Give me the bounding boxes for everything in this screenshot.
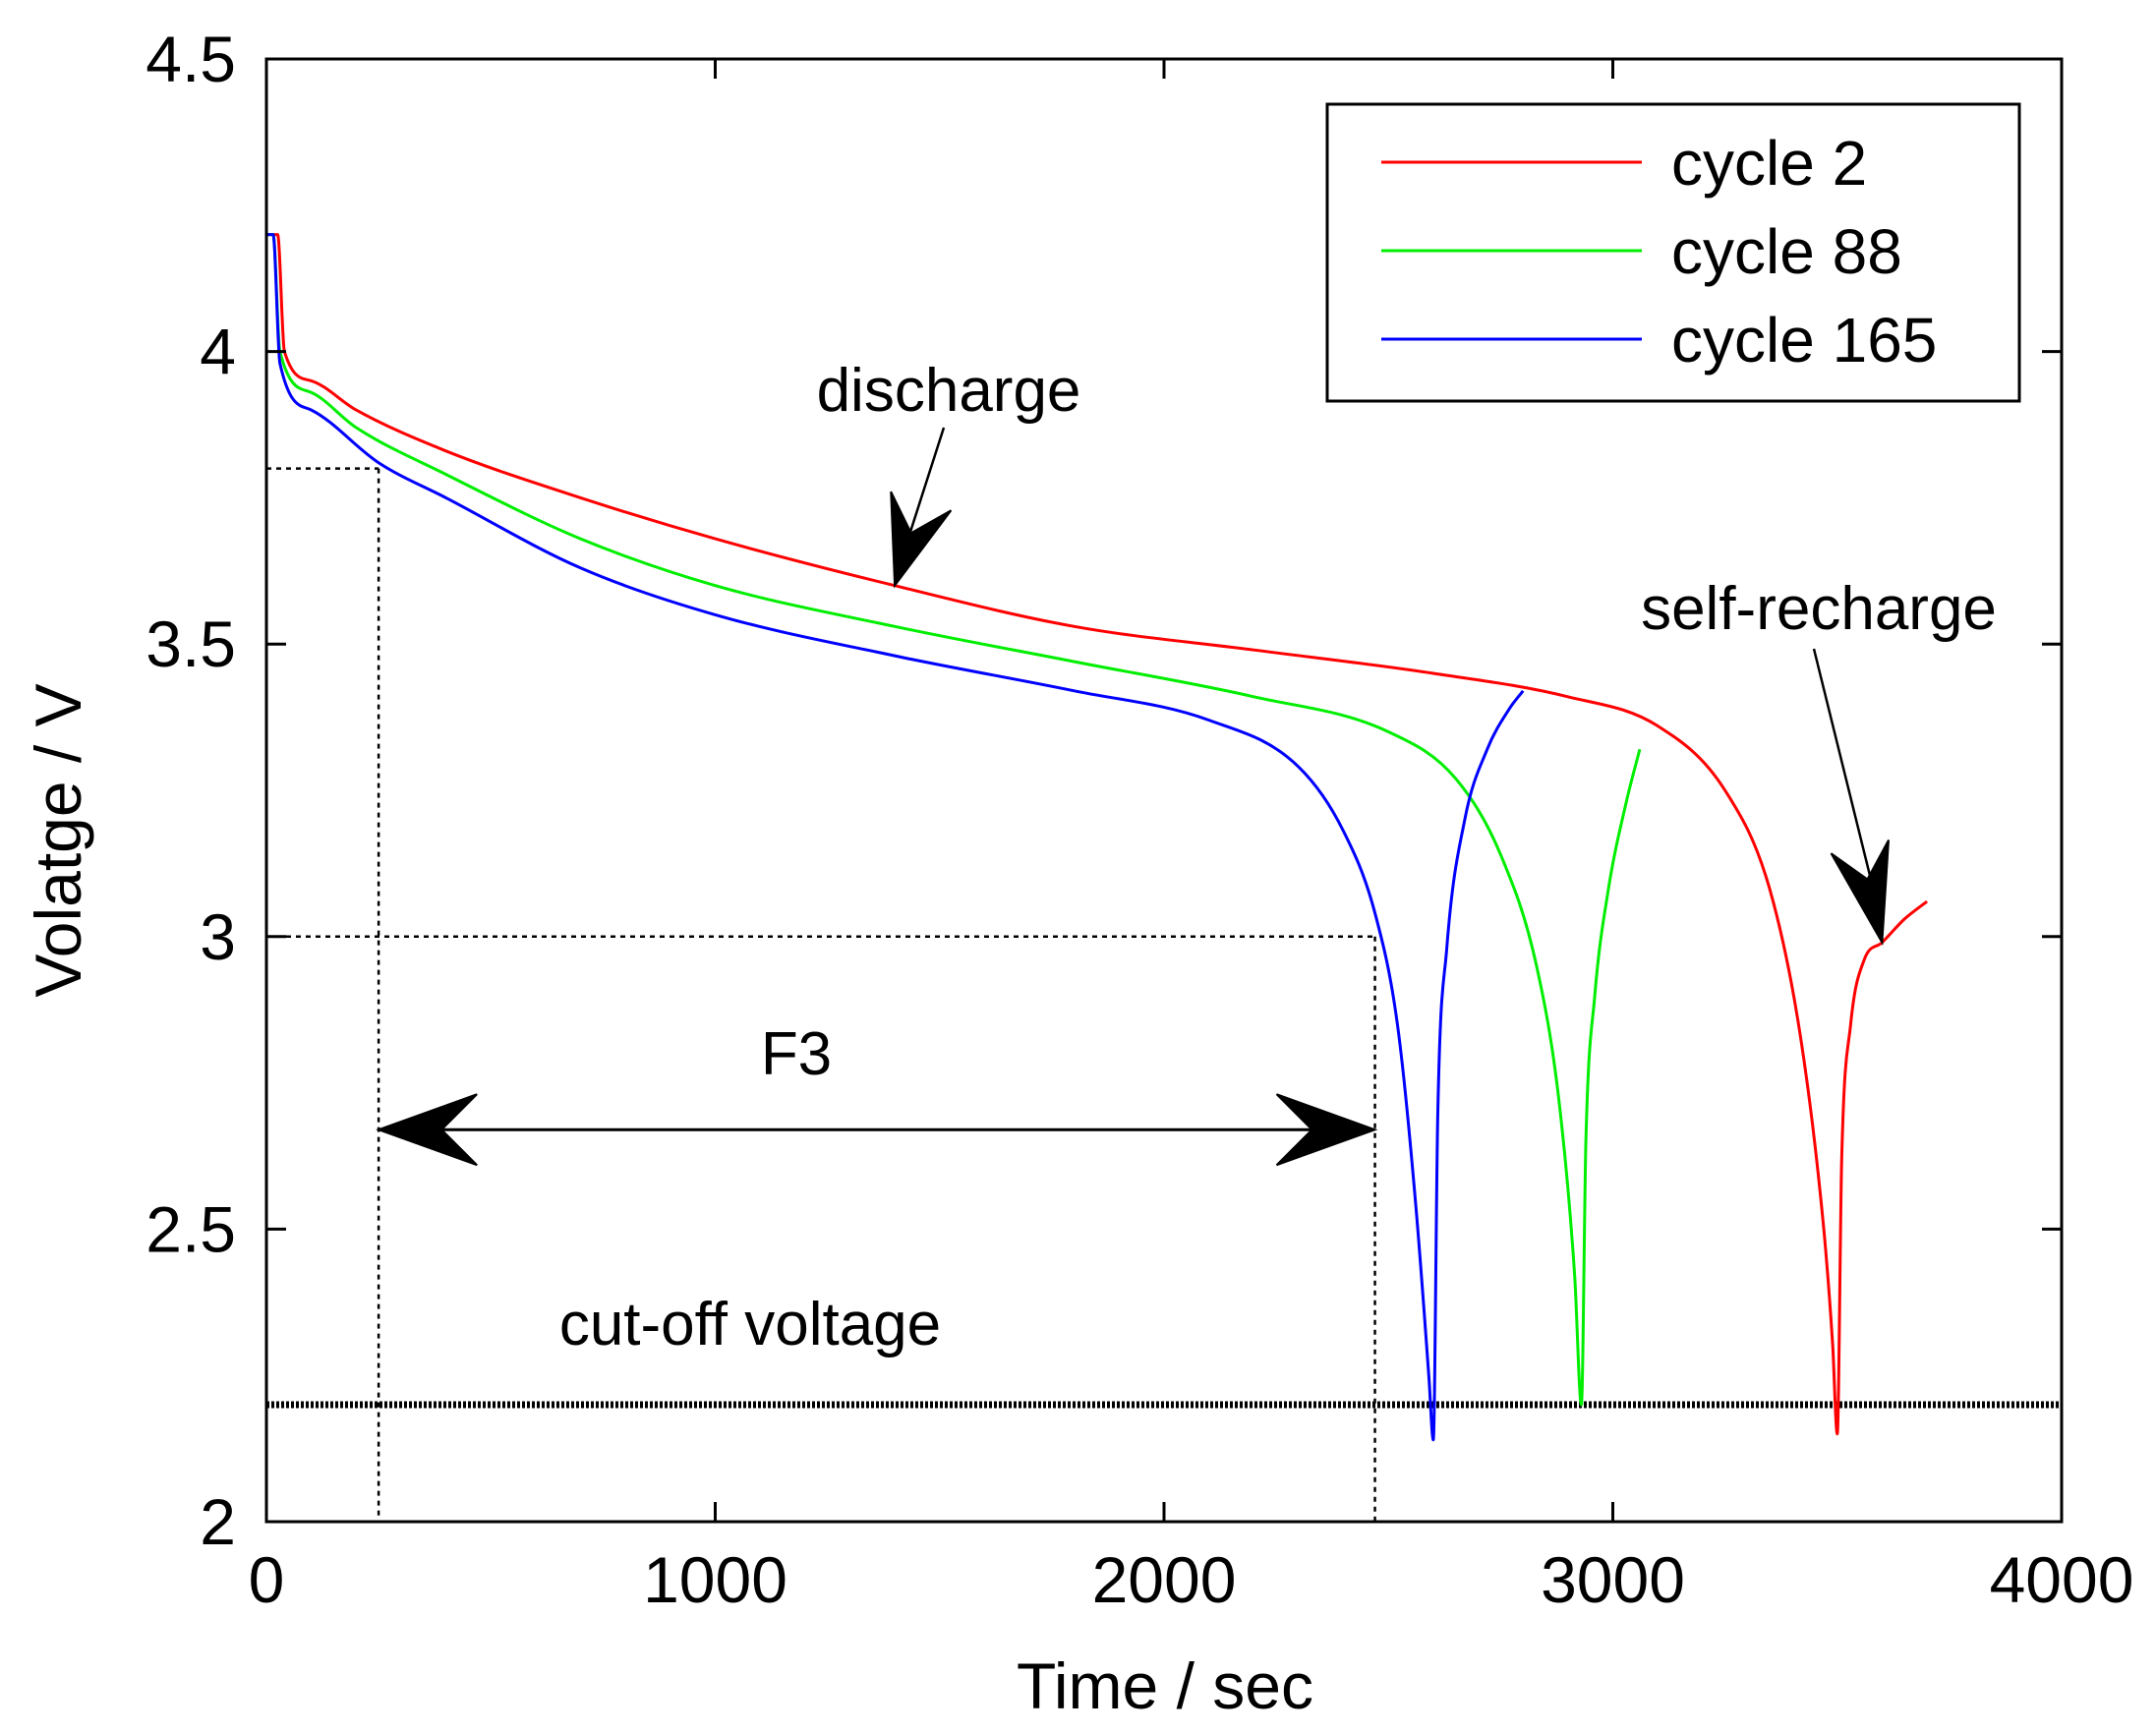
series-line-cycle-88 (266, 233, 1642, 1407)
series-line-cycle-165 (266, 233, 1525, 1442)
annotation-cutoff-label: cut-off voltage (559, 1291, 941, 1358)
f3-arrowhead-left (376, 1093, 478, 1167)
ticks-layer (264, 57, 2064, 1524)
annotation-layer (376, 427, 1890, 1167)
x-tick-label-3000: 3000 (1541, 1543, 1685, 1616)
y-tick-label-4-5: 4.5 (146, 23, 236, 95)
reference-lines (266, 467, 2062, 1522)
legend-label-cycle-88: cycle 88 (1671, 216, 1902, 287)
y-tick-label-2-5: 2.5 (146, 1192, 236, 1265)
legend-label-cycle-2: cycle 2 (1671, 128, 1867, 199)
self-recharge-arrow-line (1812, 648, 1881, 914)
x-axis-title: Time / sec (1017, 1649, 1313, 1722)
series-layer (266, 233, 1929, 1442)
annotation-f3-label: F3 (761, 1020, 832, 1088)
series-line-cycle-2 (266, 233, 1929, 1436)
y-axis-title: Volatge / V (22, 683, 94, 997)
x-tick-label-0: 0 (249, 1543, 285, 1616)
annotation-discharge-label: discharge (817, 357, 1081, 425)
legend: cycle 2 cycle 88 cycle 165 (1325, 102, 2021, 403)
x-tick-label-1000: 1000 (643, 1543, 787, 1616)
y-tick-label-3-5: 3.5 (146, 607, 236, 680)
f3-arrowhead-right (1275, 1093, 1378, 1167)
annotation-self-recharge-label: self-recharge (1641, 575, 1997, 643)
x-tick-label-2000: 2000 (1092, 1543, 1237, 1616)
self-recharge-arrowhead (1830, 839, 1890, 947)
discharge-arrowhead (890, 491, 953, 589)
legend-label-cycle-165: cycle 165 (1671, 305, 1937, 376)
tick-labels: 0 1000 2000 3000 4000 2 2.5 3 3.5 4 4.5 (146, 23, 2133, 1616)
y-tick-label-3: 3 (200, 900, 236, 973)
x-tick-label-4000: 4000 (1990, 1543, 2134, 1616)
y-tick-label-2: 2 (200, 1485, 236, 1558)
legend-box (1325, 102, 2021, 403)
y-tick-label-4: 4 (200, 316, 236, 388)
